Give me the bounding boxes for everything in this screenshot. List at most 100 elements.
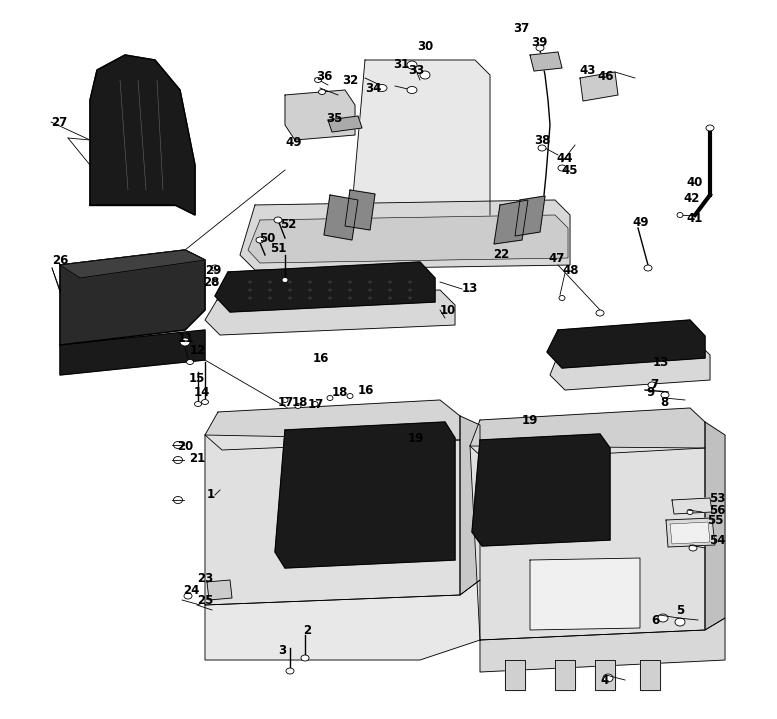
Polygon shape — [248, 215, 568, 263]
Ellipse shape — [388, 280, 392, 283]
Ellipse shape — [286, 668, 294, 674]
Ellipse shape — [603, 674, 613, 682]
Text: 7: 7 — [650, 378, 658, 392]
Text: 42: 42 — [683, 191, 699, 204]
Ellipse shape — [596, 310, 604, 316]
Polygon shape — [672, 498, 712, 514]
Polygon shape — [60, 250, 205, 278]
Text: 13: 13 — [462, 283, 479, 296]
Ellipse shape — [268, 296, 272, 300]
Text: 25: 25 — [197, 595, 214, 608]
Polygon shape — [472, 434, 610, 546]
Ellipse shape — [348, 288, 352, 291]
Ellipse shape — [536, 45, 544, 51]
Text: 18: 18 — [292, 395, 308, 408]
Polygon shape — [90, 55, 195, 215]
Text: 3: 3 — [278, 644, 286, 657]
Ellipse shape — [558, 165, 566, 171]
Polygon shape — [530, 52, 562, 71]
Ellipse shape — [407, 61, 417, 69]
Text: 9: 9 — [646, 387, 654, 400]
Ellipse shape — [689, 545, 697, 551]
Ellipse shape — [328, 288, 332, 291]
Ellipse shape — [319, 89, 326, 94]
Ellipse shape — [201, 400, 208, 405]
Ellipse shape — [675, 618, 685, 626]
Text: 33: 33 — [408, 65, 424, 78]
Ellipse shape — [308, 280, 312, 283]
Text: 37: 37 — [513, 22, 529, 35]
Polygon shape — [350, 60, 490, 245]
Text: 5: 5 — [676, 603, 685, 616]
Text: 23: 23 — [197, 572, 213, 585]
Ellipse shape — [186, 360, 193, 365]
Ellipse shape — [282, 278, 288, 283]
Ellipse shape — [661, 392, 669, 398]
Polygon shape — [328, 116, 362, 132]
Ellipse shape — [212, 280, 218, 285]
Text: 16: 16 — [358, 383, 375, 396]
Text: 20: 20 — [177, 439, 193, 452]
Polygon shape — [640, 660, 660, 690]
Ellipse shape — [274, 217, 282, 223]
Polygon shape — [550, 340, 710, 390]
Text: 6: 6 — [651, 615, 659, 628]
Ellipse shape — [644, 265, 652, 271]
Text: 8: 8 — [660, 395, 668, 408]
Ellipse shape — [248, 280, 252, 283]
Ellipse shape — [315, 78, 322, 83]
Ellipse shape — [408, 288, 412, 291]
Polygon shape — [60, 330, 205, 375]
Ellipse shape — [677, 213, 683, 218]
Polygon shape — [345, 190, 375, 230]
Polygon shape — [666, 518, 715, 547]
Text: 30: 30 — [417, 40, 434, 52]
Text: 45: 45 — [561, 163, 577, 176]
Polygon shape — [580, 72, 618, 101]
Text: 48: 48 — [562, 265, 579, 278]
Text: 53: 53 — [709, 493, 726, 505]
Text: 17: 17 — [308, 398, 324, 411]
Polygon shape — [595, 660, 615, 690]
Ellipse shape — [308, 296, 312, 300]
Ellipse shape — [180, 338, 190, 346]
Text: 39: 39 — [531, 37, 547, 50]
Ellipse shape — [312, 401, 318, 406]
Ellipse shape — [368, 288, 372, 291]
Ellipse shape — [288, 280, 292, 283]
Polygon shape — [470, 446, 705, 640]
Ellipse shape — [308, 288, 312, 291]
Polygon shape — [705, 422, 725, 630]
Polygon shape — [555, 660, 575, 690]
Text: 41: 41 — [686, 211, 702, 224]
Ellipse shape — [658, 614, 668, 622]
Ellipse shape — [407, 86, 417, 93]
Ellipse shape — [559, 296, 565, 301]
Ellipse shape — [184, 593, 192, 599]
Text: 14: 14 — [194, 387, 211, 400]
Ellipse shape — [648, 382, 656, 388]
Text: 18: 18 — [332, 385, 348, 398]
Text: 46: 46 — [597, 70, 614, 83]
Polygon shape — [207, 580, 232, 600]
Polygon shape — [215, 262, 435, 312]
Ellipse shape — [328, 296, 332, 300]
Text: 22: 22 — [493, 247, 509, 260]
Text: 49: 49 — [285, 137, 301, 150]
Text: 26: 26 — [52, 254, 68, 267]
Polygon shape — [324, 195, 358, 240]
Ellipse shape — [706, 125, 714, 131]
Ellipse shape — [377, 85, 387, 91]
Ellipse shape — [256, 237, 264, 243]
Ellipse shape — [368, 280, 372, 283]
Text: 43: 43 — [579, 65, 595, 78]
Ellipse shape — [173, 441, 183, 449]
Ellipse shape — [211, 265, 219, 271]
Text: 35: 35 — [326, 112, 343, 126]
Polygon shape — [505, 660, 525, 690]
Ellipse shape — [687, 510, 693, 515]
Polygon shape — [470, 408, 705, 460]
Ellipse shape — [368, 296, 372, 300]
Ellipse shape — [347, 393, 353, 398]
Text: 17: 17 — [278, 395, 294, 408]
